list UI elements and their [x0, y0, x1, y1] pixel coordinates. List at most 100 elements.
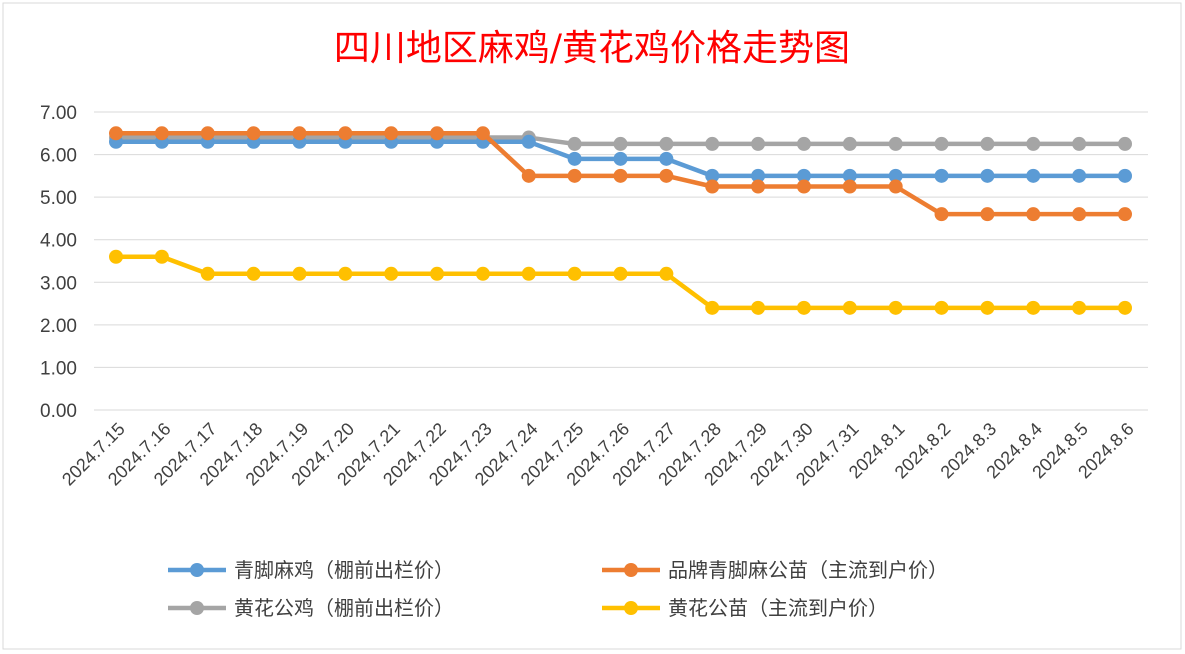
data-point	[1026, 300, 1041, 315]
data-point	[521, 266, 536, 281]
data-point	[980, 168, 995, 183]
data-point	[430, 126, 445, 141]
data-point	[292, 266, 307, 281]
legend-item: 黄花公鸡（棚前出栏价）	[168, 596, 454, 620]
y-tick-label: 5.00	[40, 188, 77, 209]
data-point	[1026, 136, 1041, 151]
data-point	[796, 168, 811, 183]
grid-lines	[94, 111, 1148, 411]
data-point	[888, 168, 903, 183]
data-point	[1072, 168, 1087, 183]
data-point	[246, 126, 261, 141]
data-point	[705, 136, 720, 151]
data-point	[521, 168, 536, 183]
data-point	[521, 134, 536, 149]
data-point	[1118, 168, 1132, 183]
data-point	[154, 249, 169, 264]
data-point	[613, 151, 628, 166]
data-point	[613, 136, 628, 151]
data-point	[888, 136, 903, 151]
data-point	[613, 168, 628, 183]
data-point	[842, 168, 857, 183]
legend-item: 黄花公苗（主流到户价）	[602, 596, 888, 620]
data-point	[705, 300, 720, 315]
data-point	[154, 126, 169, 141]
data-point	[338, 126, 353, 141]
data-point	[1026, 168, 1041, 183]
data-point	[751, 168, 766, 183]
data-point	[888, 179, 903, 194]
y-tick-label: 0.00	[40, 401, 77, 422]
data-point	[659, 266, 674, 281]
legend-label: 黄花公苗（主流到户价）	[668, 596, 888, 620]
data-point	[475, 126, 490, 141]
y-tick-label: 3.00	[40, 273, 77, 294]
data-point	[934, 168, 949, 183]
data-point	[109, 249, 123, 264]
data-point	[934, 136, 949, 151]
data-point	[384, 126, 399, 141]
data-point	[751, 179, 766, 194]
data-point	[934, 300, 949, 315]
data-point	[200, 126, 215, 141]
data-point	[659, 151, 674, 166]
data-point	[842, 179, 857, 194]
data-point	[430, 266, 445, 281]
data-point	[292, 126, 307, 141]
data-point	[980, 136, 995, 151]
data-point	[246, 266, 261, 281]
legend-swatch-marker	[624, 563, 638, 577]
series-layer	[109, 126, 1132, 315]
data-point	[980, 300, 995, 315]
data-point	[567, 168, 582, 183]
data-point	[751, 136, 766, 151]
data-point	[1072, 136, 1087, 151]
data-point	[796, 179, 811, 194]
data-point	[1072, 207, 1087, 222]
data-point	[842, 136, 857, 151]
data-point	[980, 207, 995, 222]
legend-swatch-marker	[190, 601, 204, 615]
legend-swatch-marker	[190, 563, 204, 577]
data-point	[384, 266, 399, 281]
data-point	[338, 266, 353, 281]
y-tick-label: 2.00	[40, 316, 77, 337]
data-point	[613, 266, 628, 281]
data-point	[934, 207, 949, 222]
y-axis: 0.00 1.00 2.00 3.00 4.00 5.00 6.00 7.00	[40, 103, 77, 422]
y-tick-label: 4.00	[40, 231, 77, 252]
data-point	[796, 136, 811, 151]
legend-label: 黄花公鸡（棚前出栏价）	[234, 596, 454, 620]
data-point	[1118, 300, 1132, 315]
legend: 青脚麻鸡（棚前出栏价） 品牌青脚麻公苗（主流到户价） 黄花公鸡（棚前出栏价） 黄花公苗…	[168, 558, 948, 620]
data-point	[751, 300, 766, 315]
data-point	[796, 300, 811, 315]
data-point	[475, 266, 490, 281]
data-point	[842, 300, 857, 315]
legend-item: 品牌青脚麻公苗（主流到户价）	[602, 558, 948, 582]
series-1	[109, 126, 1132, 222]
series-3	[109, 249, 1132, 315]
y-tick-label: 6.00	[40, 146, 77, 167]
legend-item: 青脚麻鸡（棚前出栏价）	[168, 558, 454, 582]
legend-swatch-marker	[624, 601, 638, 615]
data-point	[705, 168, 720, 183]
chart-title: 四川地区麻鸡/黄花鸡价格走势图	[334, 28, 850, 69]
data-point	[567, 151, 582, 166]
data-point	[705, 179, 720, 194]
data-point	[1118, 207, 1132, 222]
data-point	[1118, 136, 1132, 151]
data-point	[888, 300, 903, 315]
data-point	[1072, 300, 1087, 315]
data-point	[109, 126, 123, 141]
data-point	[567, 136, 582, 151]
data-point	[659, 136, 674, 151]
y-tick-label: 1.00	[40, 358, 77, 379]
data-point	[659, 168, 674, 183]
legend-label: 品牌青脚麻公苗（主流到户价）	[668, 558, 948, 582]
y-tick-label: 7.00	[40, 103, 77, 124]
legend-label: 青脚麻鸡（棚前出栏价）	[234, 558, 454, 582]
